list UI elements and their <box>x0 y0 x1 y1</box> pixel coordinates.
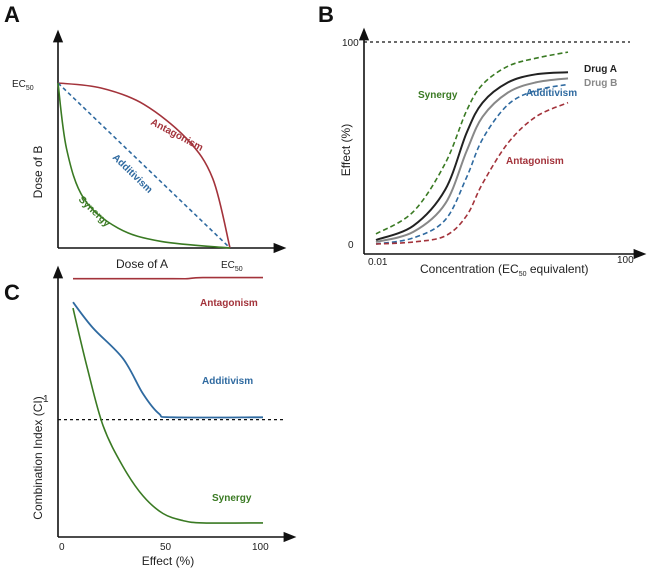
panel-a-x-label: Dose of A <box>116 257 168 271</box>
panel-c-synergy-curve <box>72 307 264 524</box>
panel-c-x-label: Effect (%) <box>142 554 194 568</box>
panel-c-antagonism-curve <box>72 276 264 280</box>
panel-c-y-tick-1: 1 <box>43 394 49 405</box>
panel-a-y-tick-label: EC50 <box>12 79 34 92</box>
panel-b-y-tick-0: 0 <box>348 240 354 251</box>
panel-a-y-label: Dose of B <box>31 146 45 199</box>
panel-b-synergy-curve <box>375 51 569 235</box>
panel-a-additivism-curve <box>57 82 231 249</box>
panel-b-additivism-label: Additivism <box>526 88 577 99</box>
panel-b-drug-a-label: Drug A <box>584 64 617 75</box>
panel-b-y-label: Effect (%) <box>339 124 353 176</box>
panel-a-letter: A <box>4 2 20 27</box>
panel-c-additivism-curve <box>72 301 264 419</box>
panel-b-drug-b-label: Drug B <box>584 78 617 89</box>
panel-c-additivism-label: Additivism <box>202 376 253 387</box>
panel-c-x-tick-50: 50 <box>160 542 172 553</box>
panel-c-letter: C <box>4 280 20 305</box>
panel-b-drug-a-curve <box>375 71 569 241</box>
panel-a-antagonism-label: Antagonism <box>149 117 205 154</box>
panel-b-antagonism-label: Antagonism <box>506 156 564 167</box>
panel-a-synergy-label: Synergy <box>76 194 112 230</box>
panel-b-synergy-label: Synergy <box>418 90 458 101</box>
panel-b-x-tick-0.01: 0.01 <box>368 257 388 268</box>
panel-c: C 1 0 50 100 Effect (%) Combination Inde… <box>4 265 297 568</box>
panel-c-x-tick-100: 100 <box>252 542 269 553</box>
panel-b-drug-b-curve <box>375 77 569 243</box>
panel-b-x-tick-100: 100 <box>617 255 634 266</box>
panel-b: B 100 0 0.01 100 Concentration (EC50 equ… <box>318 2 647 278</box>
panel-b-y-tick-100: 100 <box>342 38 359 49</box>
panel-c-synergy-label: Synergy <box>212 493 252 504</box>
panel-b-x-label: Concentration (EC50 equivalent) <box>420 262 589 278</box>
panel-a-additivism-label: Additivism <box>110 152 154 195</box>
panel-a-antagonism-curve <box>57 82 231 249</box>
panel-b-additivism-curve <box>375 83 569 245</box>
panel-c-antagonism-label: Antagonism <box>200 298 258 309</box>
panel-a-x-tick-label: EC50 <box>221 260 243 273</box>
panel-a-synergy-curve <box>57 82 231 249</box>
panel-b-antagonism-curve <box>375 101 569 245</box>
panel-c-y-label: Combination Index (CI) <box>31 396 45 519</box>
panel-b-letter: B <box>318 2 334 27</box>
panel-c-x-tick-0: 0 <box>59 542 65 553</box>
panel-a: A EC50 EC50 Dose of A Dose of B Antagoni… <box>4 2 287 273</box>
